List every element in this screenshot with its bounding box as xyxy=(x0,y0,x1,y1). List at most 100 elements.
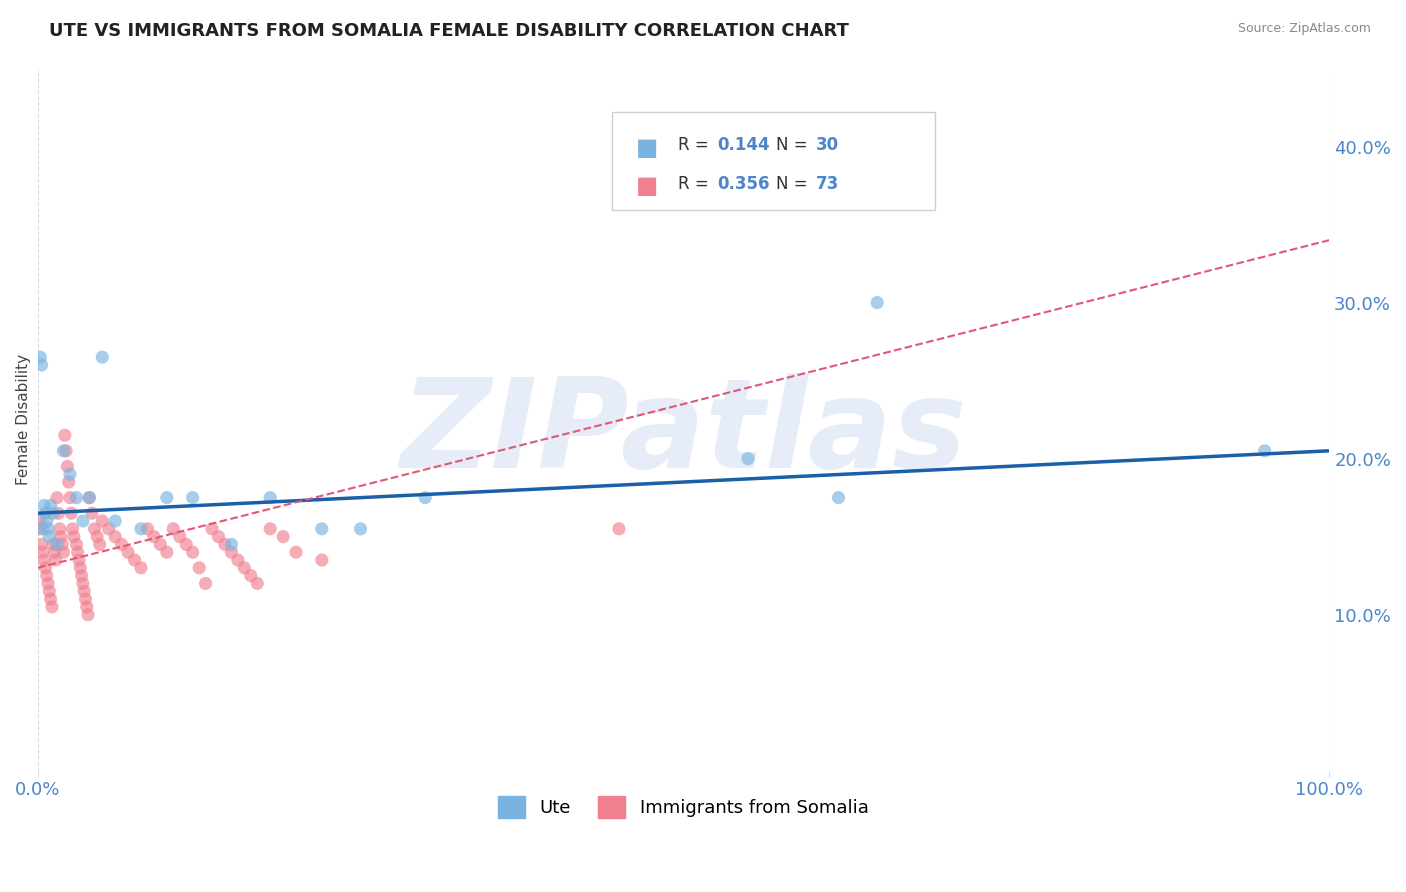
Point xyxy=(48,506,70,520)
Point xyxy=(80,506,103,520)
Point xyxy=(59,491,82,505)
Point xyxy=(86,530,108,544)
Point xyxy=(413,491,436,505)
Point xyxy=(77,607,100,622)
Point xyxy=(194,576,217,591)
Point xyxy=(30,514,52,528)
Point xyxy=(271,530,294,544)
Text: 30: 30 xyxy=(815,136,838,154)
Point xyxy=(311,522,333,536)
Point xyxy=(149,537,172,551)
Point xyxy=(285,545,308,559)
Legend: Ute, Immigrants from Somalia: Ute, Immigrants from Somalia xyxy=(491,789,876,825)
Point xyxy=(58,475,80,489)
Point xyxy=(89,537,111,551)
Point xyxy=(866,295,889,310)
Point xyxy=(156,491,179,505)
Point xyxy=(35,514,58,528)
Point xyxy=(214,537,236,551)
Point xyxy=(38,530,60,544)
Point xyxy=(69,561,91,575)
Point xyxy=(174,537,197,551)
Point xyxy=(104,514,127,528)
Point xyxy=(91,514,114,528)
Point xyxy=(42,537,65,551)
Point xyxy=(44,545,66,559)
Point xyxy=(111,537,134,551)
Point xyxy=(221,545,243,559)
Point xyxy=(31,522,53,536)
Point xyxy=(169,530,191,544)
Text: UTE VS IMMIGRANTS FROM SOMALIA FEMALE DISABILITY CORRELATION CHART: UTE VS IMMIGRANTS FROM SOMALIA FEMALE DI… xyxy=(49,22,849,40)
Point xyxy=(66,545,89,559)
Text: R =: R = xyxy=(678,136,714,154)
Y-axis label: Female Disability: Female Disability xyxy=(15,354,31,485)
Point xyxy=(52,443,75,458)
Point xyxy=(246,576,269,591)
Text: R =: R = xyxy=(678,175,714,193)
Point xyxy=(233,561,256,575)
Point xyxy=(239,568,262,582)
Point xyxy=(207,530,229,544)
Point xyxy=(39,592,62,607)
Point xyxy=(259,491,281,505)
Point xyxy=(46,537,69,551)
Point xyxy=(60,506,83,520)
Point xyxy=(67,553,90,567)
Point xyxy=(51,537,73,551)
Point xyxy=(97,522,120,536)
Point xyxy=(226,553,249,567)
Point xyxy=(53,428,76,442)
Point xyxy=(73,584,96,599)
Point xyxy=(28,522,51,536)
Point xyxy=(124,553,146,567)
Point xyxy=(129,561,152,575)
Point xyxy=(607,522,630,536)
Text: N =: N = xyxy=(776,175,813,193)
Point xyxy=(55,443,77,458)
Point xyxy=(46,491,69,505)
Text: 73: 73 xyxy=(815,175,839,193)
Point xyxy=(129,522,152,536)
Point xyxy=(162,522,184,536)
Point xyxy=(39,499,62,513)
Point xyxy=(79,491,101,505)
Point xyxy=(48,522,70,536)
Point xyxy=(37,522,59,536)
Point xyxy=(59,467,82,482)
Text: N =: N = xyxy=(776,136,813,154)
Point xyxy=(41,599,63,614)
Point xyxy=(34,561,56,575)
Text: ■: ■ xyxy=(636,136,658,160)
Point xyxy=(311,553,333,567)
Point xyxy=(32,499,55,513)
Point xyxy=(156,545,179,559)
Point xyxy=(30,350,52,364)
Point xyxy=(56,459,79,474)
Point xyxy=(37,576,59,591)
Point xyxy=(827,491,849,505)
Point xyxy=(31,545,53,559)
Point xyxy=(181,545,204,559)
Point xyxy=(1253,443,1275,458)
Point xyxy=(31,358,53,372)
Point xyxy=(75,592,97,607)
Point xyxy=(62,522,84,536)
Point xyxy=(259,522,281,536)
Point xyxy=(117,545,139,559)
Point xyxy=(72,576,94,591)
Point xyxy=(65,537,87,551)
Point xyxy=(65,491,87,505)
Point xyxy=(52,545,75,559)
Point xyxy=(31,537,53,551)
Point xyxy=(45,553,67,567)
Point xyxy=(35,568,58,582)
Point xyxy=(38,584,60,599)
Text: 0.356: 0.356 xyxy=(717,175,769,193)
Point xyxy=(221,537,243,551)
Point xyxy=(188,561,211,575)
Point xyxy=(72,514,94,528)
Point xyxy=(49,530,72,544)
Text: 0.144: 0.144 xyxy=(717,136,769,154)
Point xyxy=(737,451,759,466)
